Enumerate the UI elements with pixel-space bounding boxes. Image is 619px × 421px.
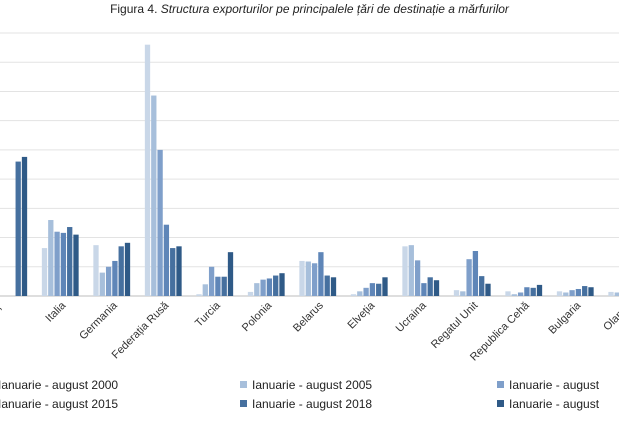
bar [273, 275, 279, 296]
bar [67, 227, 73, 296]
bar [382, 277, 388, 296]
bar [176, 246, 182, 296]
bar [93, 245, 99, 296]
bar [453, 290, 460, 296]
bar [530, 287, 536, 296]
legend-swatch [240, 381, 247, 388]
legend-entry: Ianuarie - august 2015 [0, 397, 118, 411]
bar [511, 294, 517, 296]
legend-swatch [497, 381, 504, 388]
legend-swatch [240, 400, 247, 407]
legend-entry: Ianuarie - august 2018 [252, 397, 372, 411]
x-tick-label: Elveția [346, 299, 378, 331]
bar [118, 246, 124, 296]
bar [163, 224, 170, 296]
bar [170, 248, 176, 296]
x-tick-label: Bulgaria [546, 299, 584, 337]
bar [485, 283, 491, 296]
chart-title-prefix: Figura 4. [110, 2, 158, 16]
bar [433, 280, 440, 296]
bar [350, 294, 357, 296]
bar [254, 283, 260, 296]
legend-entry: Ianuarie - august 2005 [252, 378, 372, 392]
bar [41, 248, 48, 296]
bar [227, 252, 234, 296]
bar [505, 291, 511, 296]
x-tick-label: Turcia [193, 299, 223, 329]
x-tick-label: Ucraina [394, 299, 430, 335]
bar [299, 260, 305, 296]
bar [466, 259, 472, 296]
bar [260, 279, 266, 296]
bar [569, 290, 575, 296]
bar [73, 234, 79, 296]
x-tick-label: Olanda [601, 299, 619, 333]
bar [563, 292, 569, 296]
legend-entry: Ianuarie - august 2000 [0, 378, 118, 392]
bar [479, 276, 485, 296]
bar [414, 260, 421, 296]
legend-swatch [497, 400, 504, 407]
chart-title: Figura 4. Structura exporturilor pe prin… [0, 2, 619, 16]
bar [324, 275, 330, 296]
bar [608, 291, 614, 296]
bar [15, 161, 21, 296]
bar [221, 276, 227, 296]
bar [524, 287, 530, 296]
chart-title-main: Structura exporturilor pe principalele ț… [160, 2, 509, 16]
bar [21, 156, 28, 296]
bar [208, 266, 215, 296]
bar [588, 287, 594, 296]
bar [247, 291, 254, 296]
bar [266, 278, 273, 296]
bar [305, 261, 311, 296]
bar [311, 263, 318, 296]
x-tick-label: Regatul Unit [429, 300, 480, 351]
bar [357, 291, 363, 296]
legend-entry: Ianuarie - august [509, 378, 600, 392]
bar [151, 95, 157, 296]
bar [363, 287, 369, 296]
bar [369, 283, 376, 296]
x-tick-label: , [0, 302, 4, 313]
x-tick-label: Italia [43, 299, 69, 325]
x-tick-label: Germania [77, 299, 120, 342]
bar [575, 288, 582, 296]
x-tick-label: Belarus [291, 299, 326, 334]
bar [556, 291, 563, 296]
bar [105, 266, 112, 296]
bar [215, 276, 221, 296]
bar [408, 245, 414, 296]
bar [54, 231, 60, 296]
legend-entry: Ianuarie - august [509, 397, 600, 411]
bar [421, 283, 427, 296]
bar [202, 284, 208, 296]
bar [472, 250, 479, 296]
bar [614, 292, 619, 296]
bar [99, 272, 105, 296]
bar [48, 220, 54, 296]
bar [124, 242, 131, 296]
bar [582, 286, 588, 296]
bar [330, 277, 337, 296]
bar [517, 292, 524, 296]
bar [279, 273, 285, 296]
bar [460, 291, 466, 296]
bar [196, 294, 202, 296]
bar [318, 252, 324, 296]
bar [144, 44, 151, 296]
bar [112, 260, 118, 296]
bar [376, 283, 382, 296]
bar [536, 284, 543, 296]
bar [427, 277, 433, 296]
x-tick-label: Polonia [240, 299, 275, 334]
bar [157, 149, 163, 296]
bar [402, 246, 408, 296]
bar [60, 232, 67, 296]
